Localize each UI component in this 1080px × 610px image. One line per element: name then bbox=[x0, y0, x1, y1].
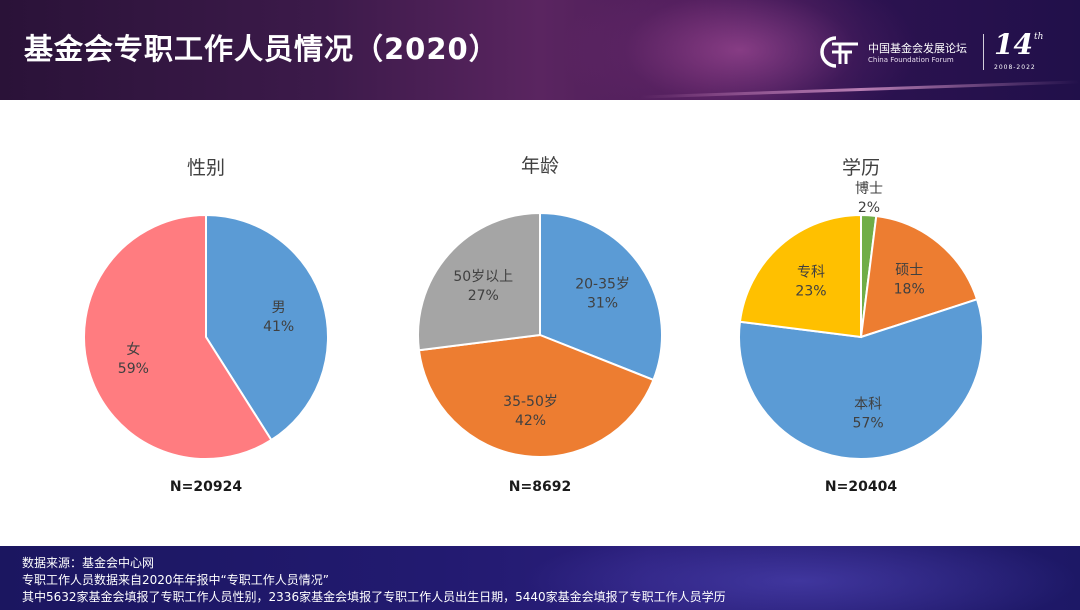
pie-slice-2 bbox=[859, 214, 979, 339]
slice-label: 专科 bbox=[797, 264, 825, 280]
chart-title: 性别 bbox=[187, 157, 225, 179]
slice-value-label: 41% bbox=[263, 319, 294, 335]
slice-value-label: 42% bbox=[515, 413, 546, 429]
pie-slice-4 bbox=[738, 213, 862, 339]
foundation-forum-logo-icon bbox=[820, 36, 858, 68]
header-glow bbox=[560, 0, 920, 100]
slice-label: 本科 bbox=[854, 396, 882, 412]
footer-glow bbox=[520, 546, 1080, 610]
pie-chart-2: 年龄 20-35岁 31% 35-50岁 42% 50岁以上 27% N=8692 bbox=[417, 155, 663, 495]
data-source-note: 数据来源：基金会中心网 bbox=[22, 556, 155, 570]
slice-value-label: 18% bbox=[894, 282, 925, 298]
slice-label: 50岁以上 bbox=[453, 269, 513, 285]
slice-label: 博士 bbox=[855, 180, 883, 197]
pie-slice-2 bbox=[83, 213, 273, 460]
slice-label: 硕士 bbox=[895, 263, 923, 279]
logo-anniversary-number: 14 bbox=[994, 28, 1033, 61]
slice-label: 女 bbox=[126, 341, 140, 358]
chart-area: 性别男 41% 女 59% N=20924 年龄 20-35岁 31% 35-50岁 42% 50岁… bbox=[0, 100, 1080, 546]
slice-value-label: 31% bbox=[587, 295, 618, 311]
pie-slice-3 bbox=[417, 211, 541, 352]
data-origin-note: 专职工作人员数据来自2020年年报中“专职工作人员情况” bbox=[22, 573, 329, 587]
pie-slice-3 bbox=[738, 298, 984, 460]
pie-chart-1: 性别男 41% 女 59% N=20924 bbox=[83, 157, 329, 495]
slice-value-label: 2% bbox=[858, 200, 880, 216]
chart-title: 年龄 bbox=[521, 155, 559, 177]
logo-divider bbox=[983, 34, 984, 70]
sample-size-note: 其中5632家基金会填报了专职工作人员性别，2336家基金会填报了专职工作人员出… bbox=[22, 590, 726, 604]
sample-size-label: N=20924 bbox=[170, 479, 242, 495]
slice-label: 35-50岁 bbox=[503, 394, 558, 410]
sample-size-label: N=8692 bbox=[509, 479, 571, 495]
pie-slice-2 bbox=[417, 333, 655, 458]
chart-title: 学历 bbox=[842, 157, 880, 179]
slice-value-label: 27% bbox=[468, 288, 499, 304]
slice-value-label: 57% bbox=[853, 415, 884, 431]
pie-charts: 性别男 41% 女 59% N=20924 年龄 20-35岁 31% 35-50岁 42% 50岁… bbox=[83, 155, 984, 495]
logo-english-name: China Foundation Forum bbox=[868, 56, 954, 64]
logo-years: 2008-2022 bbox=[994, 64, 1036, 71]
sample-size-label: N=20404 bbox=[825, 479, 897, 495]
slice-value-label: 59% bbox=[118, 361, 149, 377]
slice-value-label: 23% bbox=[795, 283, 826, 299]
logo-anniversary-suffix: th bbox=[1034, 32, 1044, 42]
pie-slice-1 bbox=[539, 211, 663, 382]
header-banner: 基金会专职工作人员情况（2020） 中国基金会发展论坛 China Founda… bbox=[0, 0, 1080, 100]
logo-chinese-name: 中国基金会发展论坛 bbox=[868, 42, 967, 55]
slice-label: 20-35岁 bbox=[575, 276, 630, 292]
slice-label: 男 bbox=[272, 300, 286, 316]
page-title: 基金会专职工作人员情况（2020） bbox=[24, 32, 499, 66]
footer-banner: 数据来源：基金会中心网 专职工作人员数据来自2020年年报中“专职工作人员情况”… bbox=[0, 546, 1080, 610]
